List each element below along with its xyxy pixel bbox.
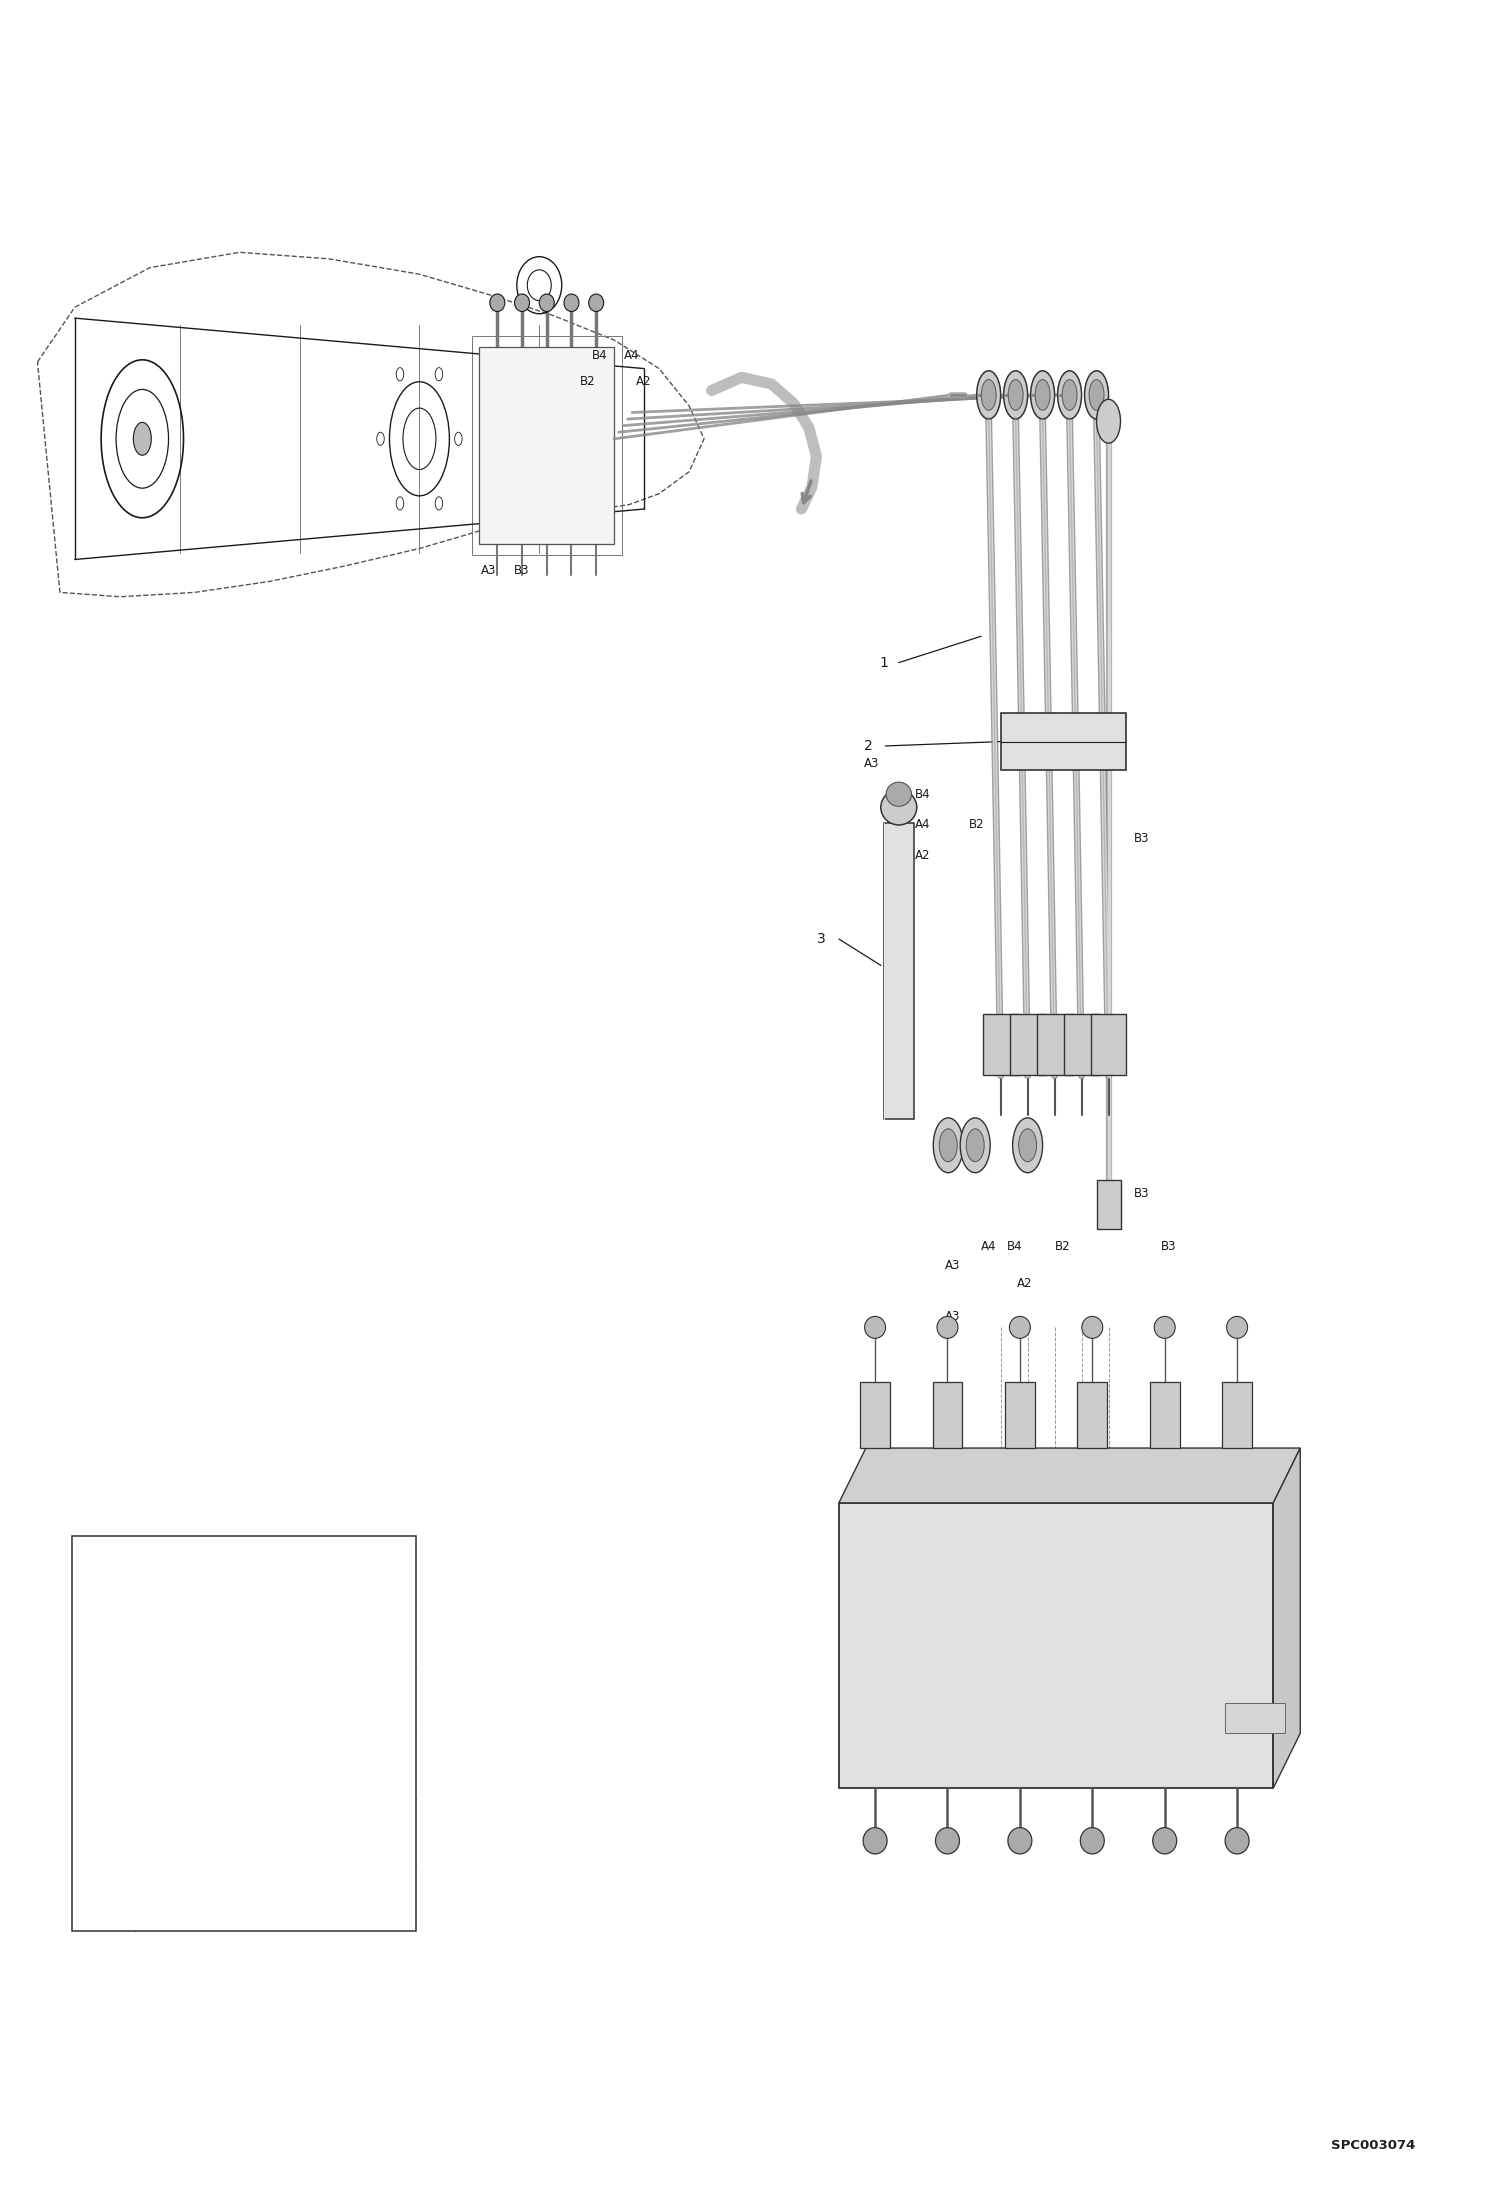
Text: A2: A2 bbox=[637, 375, 652, 388]
Text: B2: B2 bbox=[94, 1628, 112, 1641]
Bar bbox=[1222, 1382, 1252, 1448]
Ellipse shape bbox=[490, 294, 505, 312]
Ellipse shape bbox=[1031, 371, 1055, 419]
Bar bbox=[1097, 1180, 1121, 1229]
Text: A2: A2 bbox=[915, 849, 930, 862]
Text: Auxiliary Hyd: Auxiliary Hyd bbox=[153, 1825, 241, 1839]
Text: 1: 1 bbox=[879, 656, 888, 669]
Ellipse shape bbox=[1013, 1119, 1043, 1172]
Ellipse shape bbox=[1153, 1828, 1177, 1854]
Text: Telescoping: Telescoping bbox=[153, 1760, 231, 1773]
Text: 2: 2 bbox=[864, 739, 873, 753]
Bar bbox=[932, 1382, 963, 1448]
Bar bbox=[72, 1536, 416, 1931]
Text: A4: A4 bbox=[915, 818, 930, 832]
Bar bbox=[1064, 1014, 1100, 1075]
Ellipse shape bbox=[1008, 380, 1023, 410]
Text: A3: A3 bbox=[945, 1310, 960, 1323]
Text: B4: B4 bbox=[1007, 1240, 1022, 1253]
Ellipse shape bbox=[938, 1316, 959, 1338]
Ellipse shape bbox=[1082, 1316, 1103, 1338]
Text: A2: A2 bbox=[1017, 1277, 1032, 1290]
Ellipse shape bbox=[1085, 371, 1109, 419]
Ellipse shape bbox=[981, 380, 996, 410]
Text: Telescoping: Telescoping bbox=[153, 1694, 231, 1707]
Bar bbox=[1091, 1014, 1126, 1075]
Text: A4: A4 bbox=[94, 1825, 112, 1839]
Text: B3: B3 bbox=[1134, 1187, 1149, 1200]
Ellipse shape bbox=[1225, 1828, 1249, 1854]
Text: 3: 3 bbox=[816, 932, 825, 946]
Bar bbox=[839, 1503, 1273, 1788]
Ellipse shape bbox=[966, 1130, 984, 1163]
Text: B3: B3 bbox=[1134, 832, 1149, 845]
Ellipse shape bbox=[960, 1119, 990, 1172]
Ellipse shape bbox=[1008, 1828, 1032, 1854]
Ellipse shape bbox=[935, 1828, 960, 1854]
Text: Tilting: Tilting bbox=[153, 1562, 195, 1575]
Text: B4: B4 bbox=[592, 349, 607, 362]
Text: B3: B3 bbox=[94, 1760, 112, 1773]
Ellipse shape bbox=[1089, 380, 1104, 410]
Bar bbox=[983, 1014, 1019, 1075]
Text: A3: A3 bbox=[864, 757, 879, 770]
Ellipse shape bbox=[881, 790, 917, 825]
Bar bbox=[1077, 1382, 1107, 1448]
Bar bbox=[1150, 1382, 1180, 1448]
Ellipse shape bbox=[863, 1828, 887, 1854]
Bar bbox=[1037, 1014, 1073, 1075]
Ellipse shape bbox=[1004, 371, 1028, 419]
Text: BOBCAT: BOBCAT bbox=[1239, 1714, 1269, 1722]
Text: A3: A3 bbox=[481, 564, 496, 577]
Ellipse shape bbox=[864, 1316, 885, 1338]
Ellipse shape bbox=[977, 371, 1001, 419]
Ellipse shape bbox=[1097, 399, 1121, 443]
Ellipse shape bbox=[1155, 1316, 1176, 1338]
Ellipse shape bbox=[1227, 1316, 1248, 1338]
Text: B4: B4 bbox=[94, 1891, 112, 1904]
Ellipse shape bbox=[515, 294, 530, 312]
Polygon shape bbox=[1273, 1448, 1300, 1788]
Ellipse shape bbox=[933, 1119, 963, 1172]
Text: B2: B2 bbox=[969, 818, 984, 832]
Bar bbox=[1005, 1382, 1035, 1448]
Bar bbox=[472, 336, 622, 555]
Text: B4: B4 bbox=[915, 788, 930, 801]
Ellipse shape bbox=[133, 421, 151, 456]
Ellipse shape bbox=[887, 783, 911, 807]
Bar bbox=[479, 347, 614, 544]
Text: B2: B2 bbox=[580, 375, 595, 388]
Text: SPC003074: SPC003074 bbox=[1332, 2139, 1416, 2152]
Ellipse shape bbox=[1058, 371, 1082, 419]
Ellipse shape bbox=[1062, 380, 1077, 410]
Text: Auxiliary Hyd: Auxiliary Hyd bbox=[153, 1891, 241, 1904]
Ellipse shape bbox=[589, 294, 604, 312]
Bar bbox=[884, 823, 914, 1119]
Ellipse shape bbox=[1010, 1316, 1031, 1338]
Bar bbox=[860, 1382, 890, 1448]
Bar bbox=[1001, 713, 1126, 770]
Ellipse shape bbox=[1035, 380, 1050, 410]
Text: A2: A2 bbox=[94, 1562, 112, 1575]
Text: A4: A4 bbox=[625, 349, 640, 362]
Ellipse shape bbox=[1080, 1828, 1104, 1854]
Text: A3: A3 bbox=[94, 1694, 112, 1707]
Text: B3: B3 bbox=[514, 564, 529, 577]
Text: Tilting: Tilting bbox=[153, 1628, 195, 1641]
Bar bbox=[1225, 1703, 1285, 1733]
Ellipse shape bbox=[563, 294, 578, 312]
Polygon shape bbox=[839, 1448, 1300, 1503]
Text: B2: B2 bbox=[1055, 1240, 1070, 1253]
Ellipse shape bbox=[1019, 1130, 1037, 1163]
Text: A4: A4 bbox=[981, 1240, 996, 1253]
Bar bbox=[1010, 1014, 1046, 1075]
Text: B3: B3 bbox=[1161, 1240, 1176, 1253]
Text: A3: A3 bbox=[945, 1259, 960, 1273]
Ellipse shape bbox=[939, 1130, 957, 1163]
Ellipse shape bbox=[539, 294, 554, 312]
